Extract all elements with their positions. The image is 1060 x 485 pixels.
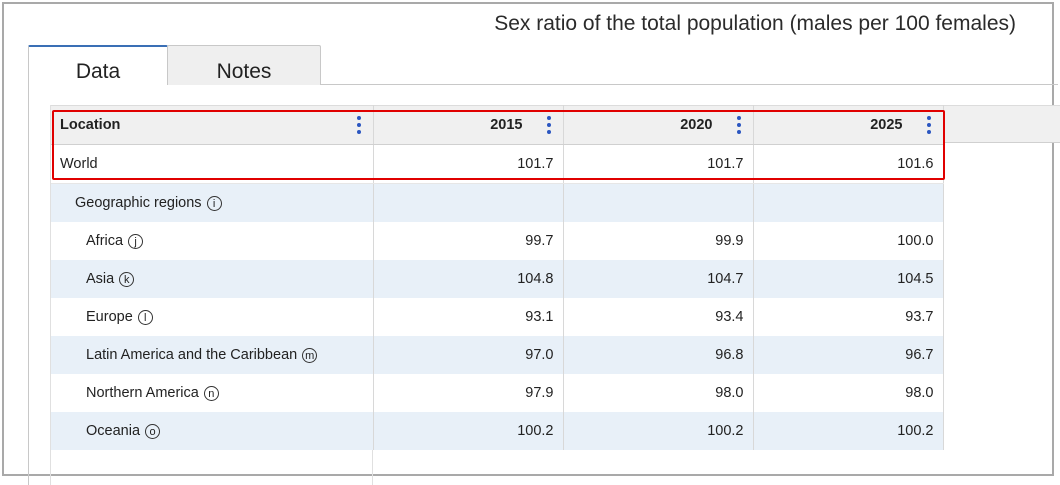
value-cell — [373, 183, 564, 222]
table-row[interactable]: Latin America and the Caribbean m 97.0 96… — [51, 336, 944, 374]
location-cell: Oceania o — [51, 412, 374, 450]
location-label: Northern America — [86, 385, 199, 401]
table-row[interactable]: Asia k 104.8 104.7 104.5 — [51, 260, 944, 298]
location-label: Oceania — [86, 423, 141, 439]
column-header-label: 2015 — [490, 117, 523, 133]
location-cell: Africa j — [51, 222, 374, 260]
value-cell: 97.0 — [373, 336, 564, 374]
column-header-2020[interactable]: 2020 — [563, 105, 754, 145]
location-label: Europe — [86, 309, 133, 325]
value-cell: 104.7 — [563, 260, 754, 298]
value-cell: 101.6 — [753, 144, 944, 184]
location-label: Latin America and the Caribbean — [86, 347, 298, 363]
column-header-2025[interactable]: 2025 — [753, 105, 944, 145]
grid-left-border — [50, 105, 51, 485]
value-cell: 100.0 — [753, 222, 944, 260]
value-cell: 93.1 — [373, 298, 564, 336]
grid-header-filler — [943, 105, 1060, 143]
location-cell: Latin America and the Caribbean m — [51, 336, 374, 374]
value-cell: 96.8 — [563, 336, 754, 374]
location-cell: Northern America n — [51, 374, 374, 412]
footnote-badge[interactable]: j — [128, 233, 144, 249]
footnote-badge[interactable]: m — [302, 347, 318, 363]
column-header-2015[interactable]: 2015 — [373, 105, 564, 145]
value-cell: 100.2 — [753, 412, 944, 450]
footnote-badge[interactable]: i — [206, 195, 222, 211]
column-menu-icon[interactable] — [356, 116, 361, 134]
location-label: Asia — [86, 271, 115, 287]
table-row[interactable]: Oceania o 100.2 100.2 100.2 — [51, 412, 944, 450]
location-cell: Europe l — [51, 298, 374, 336]
location-cell: Geographic regions i — [51, 183, 374, 222]
location-cell: World — [51, 144, 374, 184]
column-menu-icon[interactable] — [736, 116, 741, 134]
tab-divider — [321, 84, 1058, 85]
footnote-badge[interactable]: l — [137, 309, 153, 325]
value-cell: 97.9 — [373, 374, 564, 412]
footnote-badge[interactable]: k — [119, 271, 135, 287]
column-header-location[interactable]: Location — [51, 105, 374, 145]
table-row[interactable]: Geographic regions i — [51, 183, 944, 222]
page-title: Sex ratio of the total population (males… — [494, 12, 1016, 35]
table-row[interactable]: World 101.7 101.7 101.6 — [51, 144, 944, 184]
value-cell: 99.9 — [563, 222, 754, 260]
column-menu-icon[interactable] — [546, 116, 551, 134]
column-header-label: 2020 — [680, 117, 713, 133]
value-cell: 96.7 — [753, 336, 944, 374]
value-cell — [753, 183, 944, 222]
tab-notes[interactable]: Notes — [167, 45, 321, 85]
location-label: Geographic regions — [75, 195, 202, 211]
value-cell: 101.7 — [563, 144, 754, 184]
value-cell: 100.2 — [563, 412, 754, 450]
location-cell: Asia k — [51, 260, 374, 298]
value-cell: 100.2 — [373, 412, 564, 450]
footnote-badge[interactable]: n — [203, 385, 219, 401]
footnote-badge[interactable]: o — [145, 423, 161, 439]
grid-header-row: Location 2015 2020 2025 — [51, 105, 944, 145]
value-cell: 98.0 — [563, 374, 754, 412]
table-row[interactable]: Africa j 99.7 99.9 100.0 — [51, 222, 944, 260]
value-cell: 99.7 — [373, 222, 564, 260]
value-cell: 104.5 — [753, 260, 944, 298]
table-row[interactable]: Europe l 93.1 93.4 93.7 — [51, 298, 944, 336]
table-row[interactable]: Northern America n 97.9 98.0 98.0 — [51, 374, 944, 412]
column-menu-icon[interactable] — [926, 116, 931, 134]
location-label: World — [60, 156, 98, 172]
data-grid: Location 2015 2020 2025 World 101.7 101.… — [51, 105, 944, 450]
value-cell: 101.7 — [373, 144, 564, 184]
value-cell: 98.0 — [753, 374, 944, 412]
value-cell: 104.8 — [373, 260, 564, 298]
column-header-label: Location — [60, 117, 121, 133]
tab-data[interactable]: Data — [28, 45, 168, 85]
value-cell: 93.4 — [563, 298, 754, 336]
column-header-label: 2025 — [870, 117, 903, 133]
location-label: Africa — [86, 233, 124, 249]
panel-border — [28, 85, 29, 485]
value-cell — [563, 183, 754, 222]
value-cell: 93.7 — [753, 298, 944, 336]
grid-column-divider — [372, 450, 373, 485]
